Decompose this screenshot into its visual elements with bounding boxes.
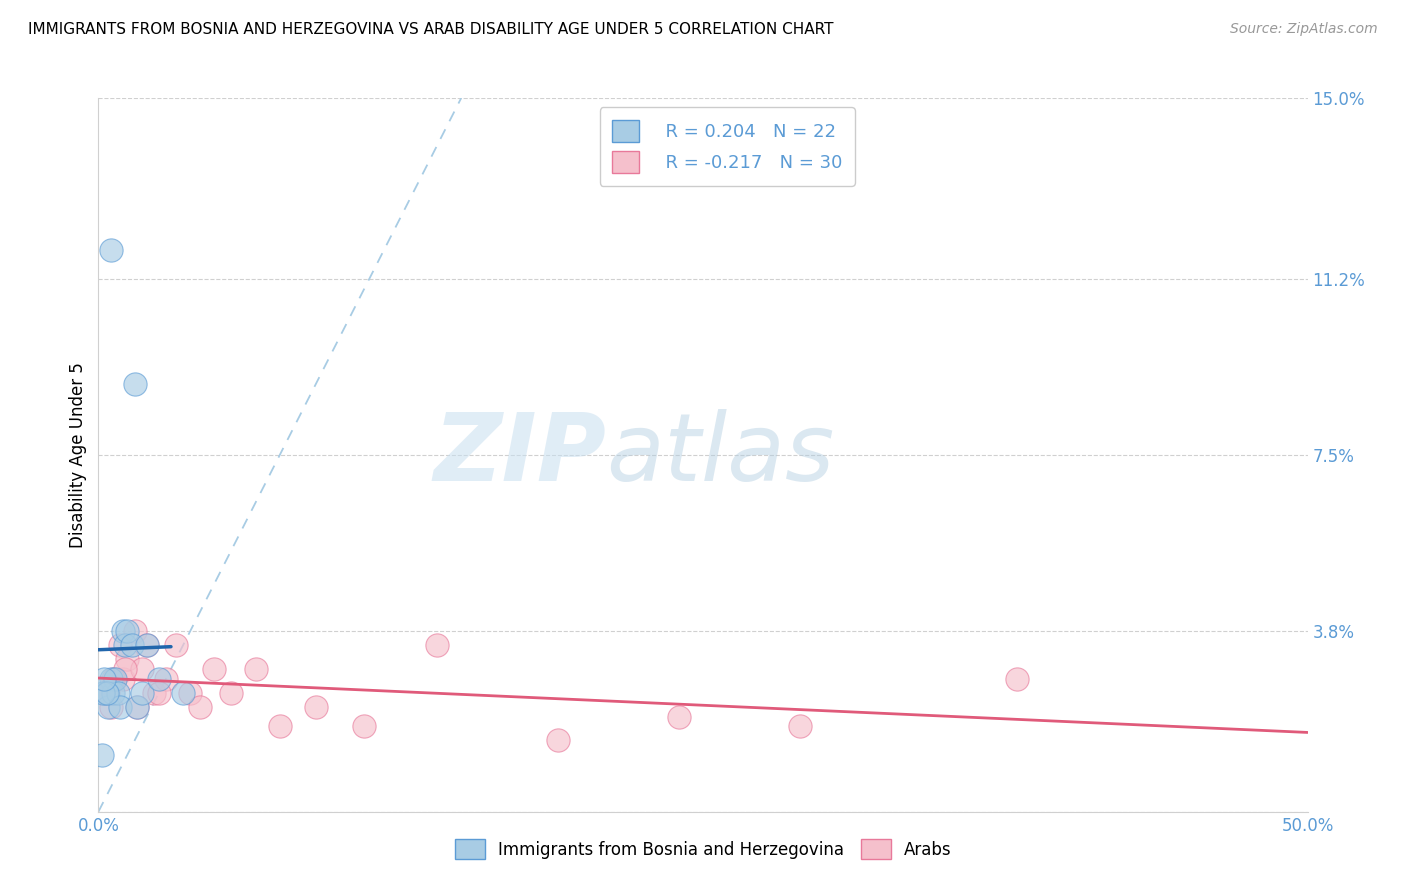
Y-axis label: Disability Age Under 5: Disability Age Under 5 [69,362,87,548]
Point [135,638,157,652]
Point [155,672,177,686]
Point [101,672,124,686]
Point [148,672,170,686]
Point [131,662,153,676]
Point [124,624,146,638]
Point [221,686,243,700]
Point [93,672,115,686]
Point [124,376,146,391]
Point [117,652,139,666]
Point [305,700,328,714]
Point [179,686,201,700]
Point [353,719,375,733]
Point [94,686,117,700]
Point [91,747,114,762]
Point [100,244,122,258]
Point [104,672,127,686]
Point [91,686,114,700]
Point [426,638,449,652]
Point [127,700,149,714]
Point [108,638,131,652]
Point [100,700,122,714]
Point [97,686,120,700]
Point [100,672,122,686]
Point [94,686,117,700]
Point [135,638,157,652]
Point [114,638,136,652]
Text: Source: ZipAtlas.com: Source: ZipAtlas.com [1230,22,1378,37]
Point [547,733,569,747]
Point [127,700,149,714]
Point [165,638,187,652]
Point [111,672,134,686]
Legend: Immigrants from Bosnia and Herzegovina, Arabs: Immigrants from Bosnia and Herzegovina, … [446,830,960,868]
Point [172,686,194,700]
Point [107,686,129,700]
Point [104,672,127,686]
Point [131,686,153,700]
Point [97,700,120,714]
Point [101,686,124,700]
Point [188,700,211,714]
Point [789,719,811,733]
Point [96,686,118,700]
Point [1007,672,1029,686]
Point [114,662,136,676]
Point [668,709,690,723]
Point [245,662,267,676]
Point [108,700,131,714]
Point [143,686,166,700]
Text: atlas: atlas [606,409,835,500]
Point [148,686,170,700]
Point [269,719,291,733]
Point [117,624,139,638]
Point [204,662,226,676]
Text: ZIP: ZIP [433,409,606,501]
Point [111,624,134,638]
Text: IMMIGRANTS FROM BOSNIA AND HERZEGOVINA VS ARAB DISABILITY AGE UNDER 5 CORRELATIO: IMMIGRANTS FROM BOSNIA AND HERZEGOVINA V… [28,22,834,37]
Point [121,638,143,652]
